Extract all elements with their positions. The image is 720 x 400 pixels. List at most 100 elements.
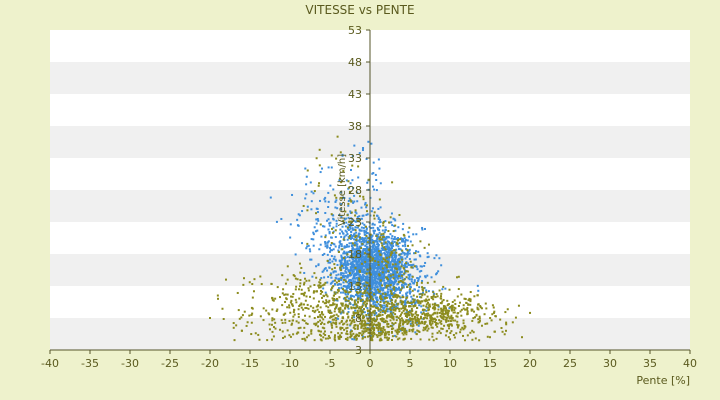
data-point-blue <box>405 295 408 298</box>
data-point-blue <box>344 246 347 249</box>
data-point-blue <box>346 238 349 241</box>
data-point-blue <box>383 272 386 275</box>
data-point-blue <box>413 252 416 255</box>
data-point-blue <box>365 228 368 231</box>
data-point-blue <box>363 271 366 274</box>
data-point-olive <box>399 318 402 321</box>
data-point-olive <box>356 219 359 222</box>
data-point-blue <box>312 244 315 247</box>
data-point-blue <box>351 266 354 269</box>
data-point-blue <box>370 299 373 302</box>
data-point-blue <box>357 270 360 273</box>
data-point-blue <box>375 256 378 259</box>
data-point-blue <box>350 294 353 297</box>
data-point-olive <box>380 327 383 330</box>
data-point-blue <box>406 251 409 254</box>
data-point-olive <box>284 300 287 303</box>
data-point-olive <box>492 306 495 309</box>
data-point-olive <box>464 298 467 301</box>
data-point-olive <box>427 306 430 309</box>
data-point-olive <box>335 297 338 300</box>
data-point-olive <box>337 315 340 318</box>
data-point-olive <box>444 311 447 314</box>
data-point-olive <box>426 324 429 327</box>
data-point-blue <box>404 282 407 285</box>
data-point-blue <box>354 226 357 229</box>
data-point-olive <box>388 307 391 310</box>
data-point-olive <box>318 164 321 167</box>
data-point-blue <box>394 281 397 284</box>
data-point-blue <box>387 266 390 269</box>
data-point-olive <box>371 321 374 324</box>
data-point-olive <box>409 317 412 320</box>
data-point-olive <box>361 324 364 327</box>
data-point-blue <box>374 292 377 295</box>
data-point-olive <box>423 246 426 249</box>
data-point-olive <box>318 330 321 333</box>
data-point-olive <box>359 309 362 312</box>
data-point-blue <box>376 237 379 240</box>
data-point-olive <box>451 304 454 307</box>
data-point-blue <box>364 266 367 269</box>
data-point-olive <box>322 318 325 321</box>
data-point-olive <box>303 326 306 329</box>
data-point-olive <box>423 308 426 311</box>
data-point-olive <box>353 327 356 330</box>
data-point-olive <box>348 220 351 223</box>
data-point-blue <box>370 280 373 283</box>
data-point-olive <box>408 226 411 229</box>
data-point-olive <box>450 316 453 319</box>
data-point-olive <box>440 307 443 310</box>
data-point-blue <box>391 268 394 271</box>
data-point-olive <box>396 332 399 335</box>
data-point-olive <box>400 313 403 316</box>
data-point-olive <box>331 318 334 321</box>
data-point-olive <box>240 316 243 319</box>
data-point-blue <box>358 248 361 251</box>
data-point-olive <box>390 242 393 245</box>
data-point-olive <box>405 262 408 265</box>
data-point-blue <box>363 223 366 226</box>
data-point-olive <box>319 315 322 318</box>
data-point-blue <box>333 255 336 258</box>
data-point-olive <box>336 291 339 294</box>
data-point-blue <box>363 248 366 251</box>
data-point-olive <box>340 319 343 322</box>
data-point-blue <box>383 300 386 303</box>
data-point-olive <box>477 308 480 311</box>
data-point-blue <box>365 260 368 263</box>
data-point-olive <box>421 309 424 312</box>
data-point-blue <box>424 275 427 278</box>
data-point-blue <box>405 265 408 268</box>
data-point-olive <box>283 335 286 338</box>
data-point-blue <box>344 278 347 281</box>
data-point-olive <box>421 286 424 289</box>
data-point-olive <box>426 329 429 332</box>
y-tick-label: 18 <box>348 248 362 261</box>
data-point-blue <box>377 247 380 250</box>
data-point-blue <box>390 246 393 249</box>
data-point-olive <box>402 333 405 336</box>
data-point-olive <box>358 279 361 282</box>
data-point-blue <box>375 263 378 266</box>
data-point-olive <box>361 310 364 313</box>
data-point-olive <box>470 308 473 311</box>
data-point-olive <box>426 281 429 284</box>
data-point-olive <box>356 311 359 314</box>
data-point-blue <box>357 294 360 297</box>
data-point-blue <box>382 264 385 267</box>
data-point-blue <box>327 166 330 169</box>
data-point-blue <box>356 247 359 250</box>
data-point-blue <box>351 235 354 238</box>
data-point-blue <box>427 290 430 293</box>
data-point-blue <box>390 279 393 282</box>
data-point-olive <box>377 321 380 324</box>
data-point-olive <box>279 296 282 299</box>
data-point-blue <box>383 266 386 269</box>
data-point-blue <box>375 233 378 236</box>
data-point-olive <box>303 291 306 294</box>
data-point-blue <box>303 271 306 274</box>
data-point-blue <box>376 296 379 299</box>
data-point-olive <box>384 297 387 300</box>
data-point-blue <box>373 188 376 191</box>
